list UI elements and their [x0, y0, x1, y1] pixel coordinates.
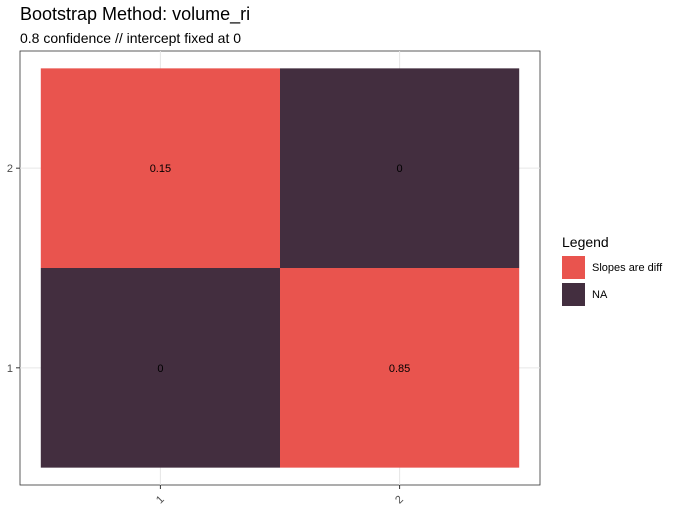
legend-title: Legend — [562, 234, 609, 250]
heatmap-cells — [40, 68, 520, 468]
x-tick-label-2: 2 — [393, 494, 406, 507]
heatmap-cell-1-2 — [40, 68, 280, 268]
legend-swatch-na — [562, 283, 585, 306]
cell-label-2-1: 0.85 — [389, 363, 410, 375]
y-axis-ticks: 12 — [7, 163, 20, 375]
y-tick-label-2: 2 — [7, 163, 13, 175]
legend-swatch-slopes-are-diff — [562, 256, 585, 279]
legend: Legend Slopes are diff NA — [562, 234, 662, 308]
legend-item-slopes-are-diff: Slopes are diff — [562, 254, 662, 281]
cell-label-1-2: 0.15 — [150, 163, 171, 175]
cell-label-2-2: 0 — [397, 163, 403, 175]
legend-label-slopes-are-diff: Slopes are diff — [592, 261, 663, 274]
legend-item-na: NA — [562, 281, 662, 308]
cell-labels: 0.15 0 0 0.85 — [150, 163, 411, 375]
cell-label-1-1: 0 — [157, 363, 163, 375]
x-tick-label-1: 1 — [154, 494, 167, 507]
chart-title: Bootstrap Method: volume_ri — [20, 4, 251, 24]
heatmap-cell-2-2 — [280, 68, 520, 268]
heatmap-cell-1-1 — [40, 268, 280, 468]
legend-label-na: NA — [592, 288, 608, 301]
chart-subtitle: 0.8 confidence // intercept fixed at 0 — [20, 30, 242, 46]
y-tick-label-1: 1 — [7, 363, 13, 375]
heatmap-cell-2-1 — [280, 268, 520, 468]
